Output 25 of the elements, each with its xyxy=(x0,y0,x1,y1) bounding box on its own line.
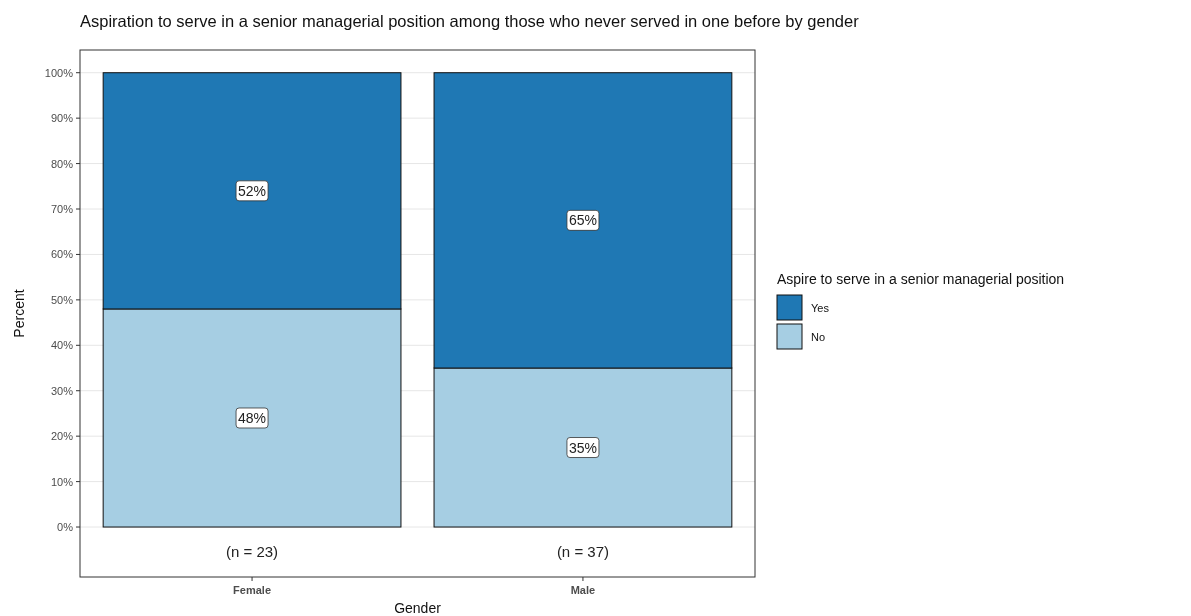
y-tick-label: 50% xyxy=(50,293,74,306)
x-axis-title: Gender xyxy=(394,600,442,616)
y-tick-label: 100% xyxy=(44,66,74,79)
y-tick-label: 0% xyxy=(57,521,74,534)
y-tick-label: 10% xyxy=(50,475,74,488)
data-label: 35% xyxy=(568,439,597,456)
y-tick-label: 40% xyxy=(50,339,74,352)
data-label: 52% xyxy=(238,182,267,199)
y-tick-label: 80% xyxy=(50,157,74,170)
chart-title: Aspiration to serve in a senior managerial position among those who never served in one before by gender xyxy=(80,12,860,30)
y-tick-label: 90% xyxy=(50,112,74,125)
y-tick-label: 30% xyxy=(50,384,74,397)
legend-label: No xyxy=(811,331,826,343)
y-tick-label: 60% xyxy=(50,248,74,261)
data-label: 48% xyxy=(238,409,267,426)
y-tick-label: 20% xyxy=(50,430,74,443)
annotation: (n = 37) xyxy=(556,543,609,561)
legend-label: Yes xyxy=(811,302,830,314)
legend-title: Aspire to serve in a senior managerial position xyxy=(777,271,1065,287)
annotation: (n = 23) xyxy=(226,543,279,561)
x-tick-label: Female xyxy=(233,584,272,596)
y-tick-label: 70% xyxy=(50,203,74,216)
y-axis-title: Percent xyxy=(11,289,27,338)
x-tick-label: Male xyxy=(570,584,596,596)
data-label: 65% xyxy=(568,212,597,229)
